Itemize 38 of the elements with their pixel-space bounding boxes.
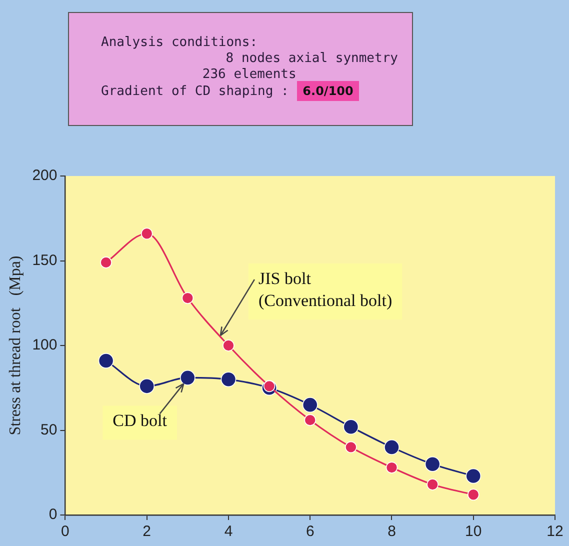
x-tick-label: 8 <box>388 523 396 540</box>
point <box>302 397 318 413</box>
y-tick-label: 150 <box>32 252 58 269</box>
point <box>98 353 114 368</box>
point <box>139 378 155 394</box>
point <box>304 414 316 426</box>
y-tick-label: 0 <box>48 506 58 524</box>
point <box>140 228 153 240</box>
y-tick-label: 100 <box>32 336 58 354</box>
x-tick-label: 0 <box>61 523 70 540</box>
point <box>426 478 438 490</box>
point <box>182 292 194 304</box>
text: 6.0/100 <box>296 81 360 101</box>
text: Gradient of CD shaping : <box>101 84 289 99</box>
text: JIS bolt (Conventional bolt) <box>258 268 392 310</box>
point <box>220 372 236 388</box>
y-tick-label: 200 <box>32 167 58 184</box>
y-axis-title: Stress at thread root (Mpa) <box>6 256 24 436</box>
point <box>345 441 357 454</box>
point <box>180 370 196 386</box>
series-label: CD bolt <box>112 411 168 430</box>
point <box>466 468 482 484</box>
point <box>100 256 112 268</box>
x-tick-label: 6 <box>306 523 314 540</box>
point <box>343 419 359 435</box>
point <box>386 462 398 474</box>
x-tick-label: 12 <box>546 523 564 540</box>
point <box>384 440 400 455</box>
text: Analysis conditions: <box>101 35 259 51</box>
x-tick-label: 10 <box>465 523 482 540</box>
y-tick-label: 50 <box>40 421 58 438</box>
point <box>424 456 440 472</box>
point <box>222 340 234 352</box>
x-tick-label: 2 <box>142 523 152 540</box>
text: 236 elements <box>201 67 298 83</box>
point <box>467 488 480 501</box>
x-tick-label: 4 <box>224 523 233 540</box>
text: 8 nodes axial synmetry <box>224 51 399 67</box>
